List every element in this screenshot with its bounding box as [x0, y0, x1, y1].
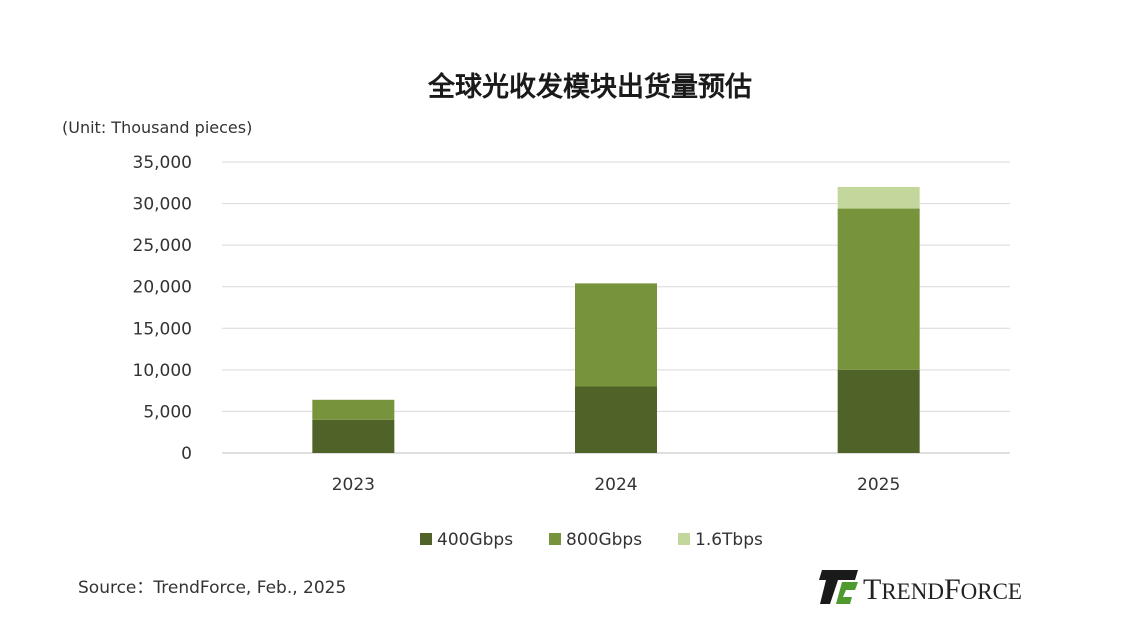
- bar-segment: [312, 399, 395, 420]
- legend-label: 1.6Tbps: [695, 530, 763, 550]
- x-tick-label: 2025: [857, 475, 900, 495]
- bars: [312, 186, 920, 453]
- legend-swatch: [549, 533, 561, 545]
- trendforce-logo: TRENDFORCE: [819, 570, 1022, 606]
- x-tick-label: 2024: [594, 475, 637, 495]
- y-tick-label: 35,000: [133, 153, 192, 173]
- bar-segment: [837, 186, 920, 209]
- legend-swatch: [420, 533, 432, 545]
- y-tick-label: 20,000: [133, 278, 192, 298]
- bar-segment: [312, 419, 395, 453]
- legend-swatch: [678, 533, 690, 545]
- unit-label: (Unit: Thousand pieces): [62, 118, 252, 137]
- bar-segment: [575, 386, 657, 453]
- bar-segment: [575, 283, 657, 387]
- x-tick-label: 2023: [332, 475, 375, 495]
- y-tick-label: 10,000: [133, 361, 192, 381]
- bar-segment: [837, 369, 920, 453]
- y-axis-tick-labels: 0 5,000 10,000 15,000 20,000 25,000 30,000 35,0…: [133, 153, 192, 464]
- y-tick-label: 0: [181, 444, 192, 464]
- y-tick-label: 15,000: [133, 319, 192, 339]
- trendforce-logo-icon: [819, 570, 858, 604]
- y-tick-label: 30,000: [133, 195, 192, 215]
- chart-title: 全球光收发模块出货量预估: [427, 71, 752, 103]
- y-tick-label: 5,000: [143, 402, 192, 422]
- brand-name: TRENDFORCE: [863, 573, 1022, 606]
- legend-label: 400Gbps: [437, 530, 513, 550]
- x-axis-tick-labels: 2023 2024 2025: [332, 475, 901, 495]
- legend: 400Gbps 800Gbps 1.6Tbps: [420, 530, 763, 550]
- bar-segment: [837, 208, 920, 370]
- source-text: Source：TrendForce, Feb., 2025: [78, 578, 346, 598]
- legend-label: 800Gbps: [566, 530, 642, 550]
- y-tick-label: 25,000: [133, 236, 192, 256]
